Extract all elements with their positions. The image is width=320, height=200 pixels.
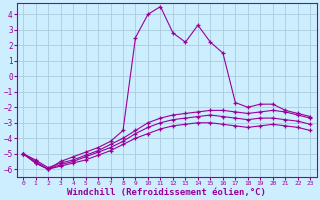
X-axis label: Windchill (Refroidissement éolien,°C): Windchill (Refroidissement éolien,°C) (67, 188, 266, 197)
